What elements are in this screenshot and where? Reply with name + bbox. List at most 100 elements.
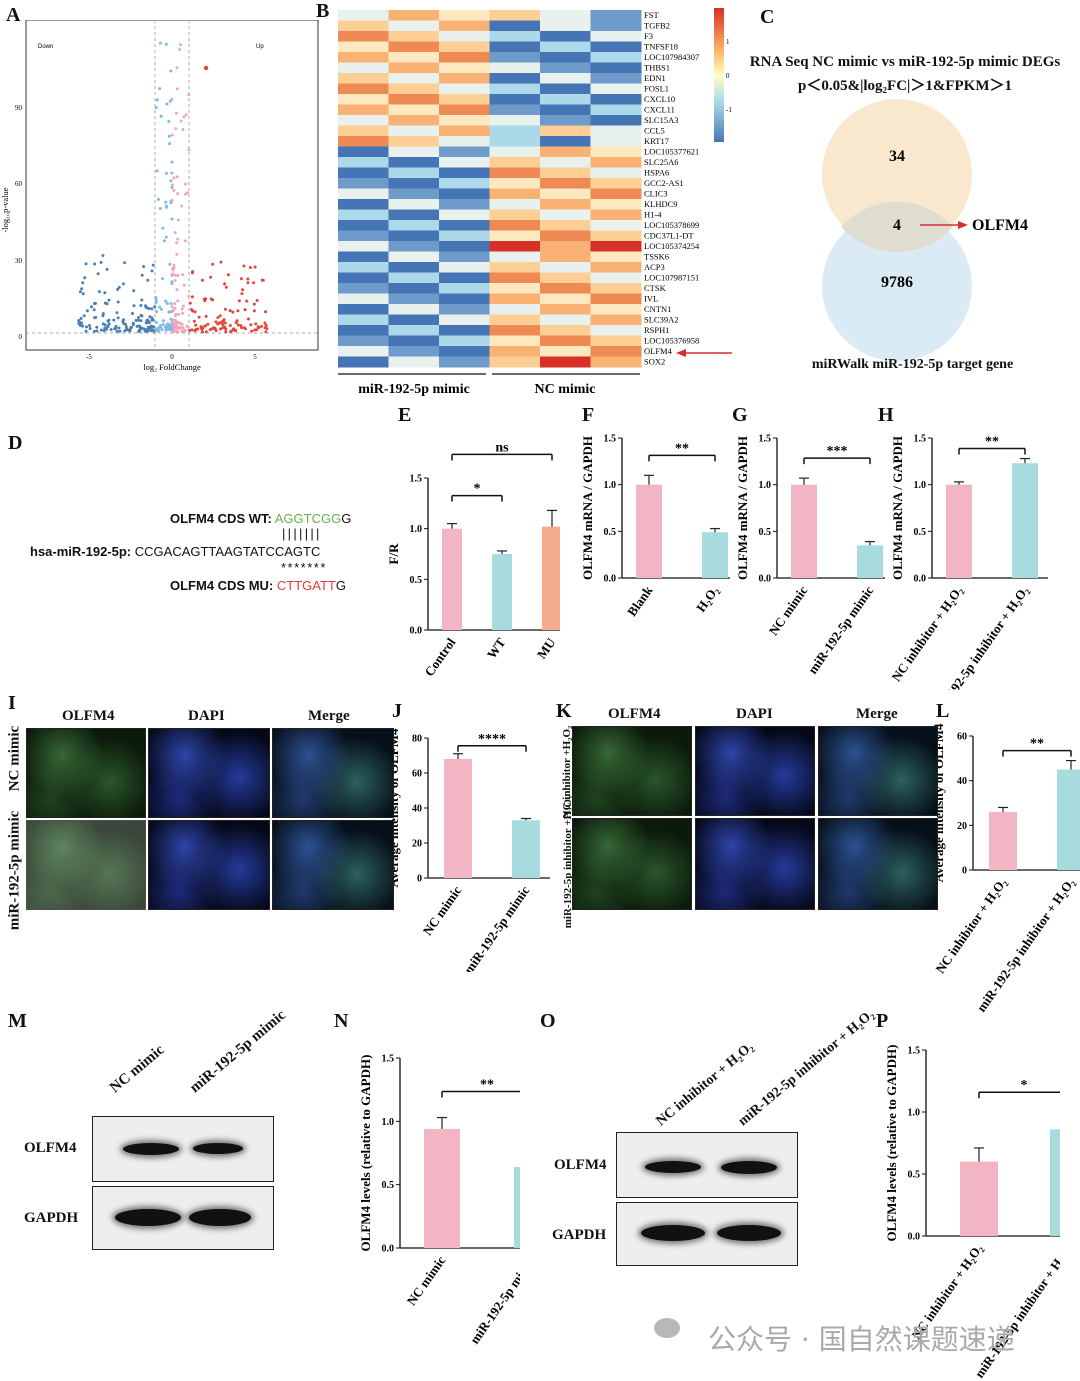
heatmap-cell (540, 262, 591, 273)
heatmap-gene-label: HSPA6 (644, 168, 669, 178)
heatmap-cell (388, 314, 440, 326)
sig-label: ** (985, 435, 999, 450)
x-tick-label: NC mimic (404, 1253, 449, 1308)
volcano-point (153, 305, 157, 309)
volcano-point (194, 328, 198, 331)
volcano-points (77, 41, 269, 334)
heatmap-cell (489, 167, 541, 179)
volcano-point (93, 262, 97, 266)
heatmap-cell (540, 346, 591, 357)
heatmap-cell (388, 272, 440, 284)
venn-gene-label: OLFM4 (972, 217, 1028, 234)
volcano-point (219, 260, 223, 264)
volcano-point (168, 99, 172, 103)
volcano-point (176, 299, 180, 303)
heatmap-cell (439, 41, 490, 53)
volcano-point (92, 308, 96, 312)
heatmap-cell (590, 10, 642, 21)
volcano-point (204, 297, 208, 301)
volcano-point (81, 281, 85, 285)
volcano-point (252, 281, 256, 285)
volcano-point (203, 324, 207, 328)
pairing-stars: ******* (281, 560, 327, 575)
volcano-point (165, 102, 169, 106)
bar (1050, 1129, 1060, 1236)
heatmap-cell (489, 10, 541, 21)
volcano-point (177, 312, 181, 316)
volcano-point (228, 309, 232, 313)
volcano-point (90, 305, 93, 309)
bar (1012, 463, 1038, 578)
volcano-point (261, 278, 265, 282)
x-tick-label: H₂O₂ (693, 583, 721, 615)
heatmap-gene-label: ACP3 (644, 262, 665, 272)
y-tick-label: 40 (957, 776, 967, 787)
heatmap-cell (489, 188, 541, 200)
heatmap-cell (388, 10, 440, 21)
venn-title-line1: RNA Seq NC mimic vs miR-192-5p mimic DEG… (749, 54, 1061, 70)
volcano-point (158, 41, 162, 45)
heatmap-cell (540, 104, 591, 116)
volcano-point (223, 321, 227, 325)
volcano-point (171, 329, 175, 333)
volcano-plot: Down Up 0 30 60 90 -5 0 5 log₂ FoldChang… (0, 20, 319, 372)
micro-image (695, 818, 815, 910)
bar (444, 759, 472, 878)
heatmap-cell (439, 346, 490, 357)
volcano-down-label: Down (38, 44, 53, 50)
heatmap-cell (590, 199, 642, 210)
blot-m-lane-mir: miR-192-5p mimic (187, 1007, 289, 1097)
heatmap-cell (540, 146, 591, 158)
panel-label-k: K (556, 700, 572, 722)
volcano-point (123, 329, 127, 333)
mu-label: OLFM4 CDS MU: (170, 578, 274, 593)
bar (424, 1128, 460, 1248)
volcano-point (170, 305, 174, 309)
volcano-point (150, 325, 154, 329)
volcano-point (170, 97, 174, 101)
heatmap-cell (388, 251, 440, 263)
heatmap-cell (540, 136, 591, 147)
volcano-point (151, 328, 155, 332)
y-tick-label: 0.5 (410, 575, 423, 586)
heatmap-cell (489, 136, 541, 147)
heatmap-cell (590, 178, 642, 189)
volcano-point (146, 327, 150, 331)
y-tick-label: 60 (957, 732, 967, 743)
heatmap-gene-label: SLC15A3 (644, 115, 678, 125)
volcano-point (214, 329, 218, 333)
heatmap-cell (489, 178, 541, 189)
volcano-point (106, 324, 110, 328)
heatmap-gene-label: FOSL1 (644, 84, 669, 94)
volcano-point (85, 325, 88, 329)
heatmap-cell (388, 62, 440, 74)
volcano-point (188, 328, 192, 332)
y-tick-label: 0.5 (604, 527, 617, 538)
panel-label-m: M (8, 1010, 27, 1032)
bar (989, 811, 1017, 870)
micro-i-col-merge: Merge (308, 708, 350, 724)
volcano-point (190, 295, 194, 299)
heatmap-gene-label: EDN1 (644, 73, 666, 83)
volcano-xtick: 5 (253, 353, 257, 361)
heatmap-cell (388, 230, 440, 242)
volcano-point (124, 325, 128, 329)
pairing-bars: ||||||| (282, 526, 322, 541)
bar-chart-h: 0.0 0.5 1.0 1.5 OLFM4 mRNA / GAPDH NC inhibit… (890, 434, 1048, 690)
volcano-point (168, 142, 172, 146)
volcano-point (140, 298, 144, 302)
heatmap-cell (489, 230, 541, 242)
bar (702, 532, 728, 578)
heatmap-cell (590, 104, 642, 116)
volcano-point (170, 186, 174, 189)
y-axis-label: OLFM4 mRNA / GAPDH (890, 436, 905, 580)
wt-tail: G (341, 511, 352, 526)
micro-k-col-olfm4: OLFM4 (608, 706, 661, 722)
heatmap-gene-label: GCC2-AS1 (644, 178, 684, 188)
volcano-point (170, 198, 174, 202)
volcano-point (240, 326, 243, 330)
heatmap-cell (439, 62, 490, 74)
heatmap-cell (338, 41, 389, 53)
volcano-point (236, 323, 240, 327)
volcano-point (201, 278, 204, 282)
